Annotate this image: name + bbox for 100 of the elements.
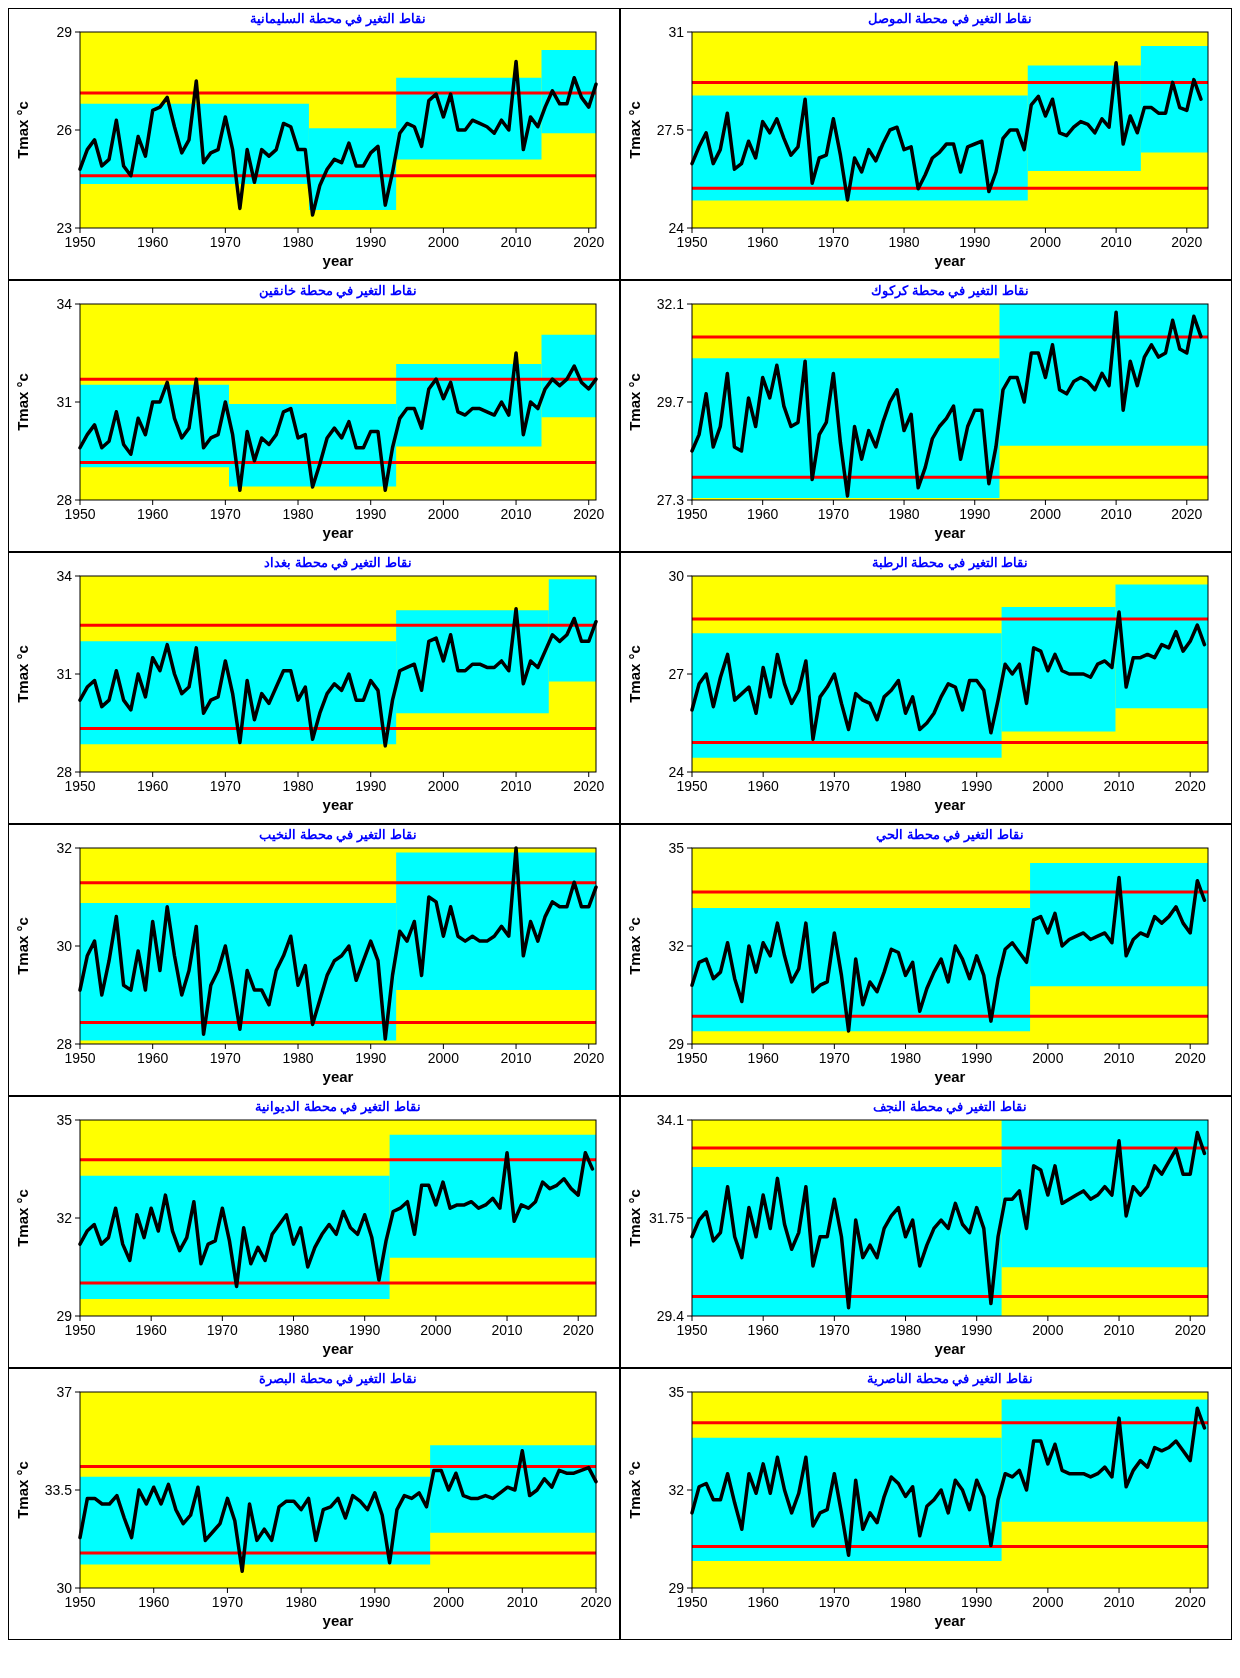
x-tick-label: 1970	[818, 778, 851, 794]
y-tick-label: 35	[668, 840, 685, 856]
y-tick-label: 29	[668, 1036, 685, 1052]
y-tick-label: 27.5	[656, 122, 685, 138]
y-tick-label: 34	[56, 568, 73, 584]
x-tick-label: 1970	[817, 506, 850, 522]
y-tick-label: 29	[56, 1308, 73, 1324]
x-tick-label: 2010	[500, 1050, 532, 1066]
x-tick-label: 1990	[359, 1594, 391, 1610]
x-tick-label: 2010	[1103, 1322, 1135, 1338]
y-tick-label: 30	[668, 568, 685, 584]
y-axis-title: Tmax °c	[626, 101, 643, 159]
x-tick-label: 2010	[1103, 1050, 1135, 1066]
x-tick-label: 1970	[817, 234, 850, 250]
x-axis-title: year	[322, 1612, 354, 1629]
y-axis-title: Tmax °c	[626, 917, 643, 975]
x-tick-label: 2010	[500, 506, 532, 522]
x-tick-label: 1970	[818, 1322, 851, 1338]
y-tick-label: 37	[56, 1384, 73, 1400]
x-tick-label: 1980	[282, 506, 314, 522]
x-tick-label: 2020	[1174, 1050, 1206, 1066]
chart-title: نقاط التغير في محطة النجف	[873, 1099, 1027, 1115]
x-tick-label: 2010	[1100, 506, 1132, 522]
x-tick-label: 1980	[889, 1594, 922, 1610]
x-tick-label: 1950	[676, 1594, 708, 1610]
x-axis-title: year	[934, 252, 966, 269]
x-axis-title: year	[322, 252, 354, 269]
x-tick-label: 1980	[888, 234, 920, 250]
x-tick-label: 2020	[573, 234, 605, 250]
x-axis-title: year	[934, 1068, 966, 1085]
x-tick-label: 1960	[137, 506, 169, 522]
chart-title: نقاط التغير في محطة البصرة	[259, 1371, 417, 1387]
y-tick-label: 24	[668, 764, 685, 780]
x-tick-label: 1970	[211, 1594, 244, 1610]
x-tick-label: 1980	[282, 778, 314, 794]
x-tick-label: 1990	[355, 1050, 387, 1066]
x-tick-label: 1960	[137, 234, 169, 250]
y-axis-title: Tmax °c	[626, 373, 643, 431]
x-tick-label: 1950	[676, 1322, 708, 1338]
y-tick-label: 27.3	[656, 492, 685, 508]
y-tick-label: 31	[668, 24, 685, 40]
x-tick-label: 1980	[282, 1050, 314, 1066]
y-tick-label: 35	[668, 1384, 685, 1400]
x-tick-label: 1950	[676, 234, 708, 250]
y-tick-label: 34.1	[656, 1112, 685, 1128]
x-tick-label: 2010	[1100, 234, 1132, 250]
chart-title: نقاط التغير في محطة النخيب	[259, 827, 417, 843]
x-tick-label: 2000	[420, 1322, 452, 1338]
x-tick-label: 1960	[137, 778, 169, 794]
line-series	[78, 846, 598, 1041]
x-tick-label: 2000	[1029, 506, 1062, 522]
x-tick-label: 2020	[573, 506, 605, 522]
x-tick-label: 1950	[64, 506, 96, 522]
x-tick-label: 2000	[427, 778, 460, 794]
y-axis-title: Tmax °c	[14, 1461, 31, 1519]
x-tick-label: 2000	[432, 1594, 465, 1610]
y-tick-label: 29	[668, 1580, 685, 1596]
x-tick-label: 2000	[1032, 1594, 1064, 1610]
x-tick-label: 2010	[1103, 1594, 1135, 1610]
x-axis-title: year	[322, 524, 354, 541]
x-tick-label: 2010	[500, 234, 532, 250]
x-tick-label: 2020	[562, 1322, 594, 1338]
chart-title: نقاط التغير في محطة الديوانية	[255, 1099, 421, 1115]
x-tick-label: 1990	[961, 1322, 993, 1338]
y-axis-title: Tmax °c	[14, 917, 31, 975]
x-axis-title: year	[322, 1068, 354, 1085]
y-tick-label: 29.7	[656, 394, 685, 410]
chart-title: نقاط التغير في محطة السليمانية	[250, 11, 426, 27]
chart-title: نقاط التغير في محطة خانقين	[259, 283, 417, 299]
y-axis-title: Tmax °c	[626, 1189, 643, 1247]
x-tick-label: 1960	[747, 234, 779, 250]
y-axis-title: Tmax °c	[14, 1189, 31, 1247]
x-tick-label: 1950	[64, 778, 96, 794]
x-tick-label: 1970	[206, 1322, 239, 1338]
x-tick-label: 1990	[961, 1594, 993, 1610]
x-tick-label: 1960	[747, 778, 779, 794]
x-tick-label: 1990	[959, 234, 991, 250]
y-tick-label: 32	[668, 1482, 685, 1498]
y-tick-label: 28	[56, 764, 73, 780]
y-axis-title: Tmax °c	[14, 645, 31, 703]
y-tick-label: 35	[56, 1112, 73, 1128]
y-tick-label: 23	[56, 220, 73, 236]
y-axis-title: Tmax °c	[14, 373, 31, 431]
chart-title: نقاط التغير في محطة كركوك	[871, 283, 1029, 299]
y-tick-label: 24	[668, 220, 685, 236]
x-tick-label: 1990	[355, 234, 387, 250]
y-tick-label: 32	[56, 840, 73, 856]
x-tick-label: 1950	[64, 1322, 96, 1338]
y-tick-label: 32	[56, 1210, 73, 1226]
y-tick-label: 29.4	[656, 1308, 685, 1324]
x-tick-label: 2000	[427, 506, 460, 522]
chart-title: نقاط التغير في محطة الحي	[876, 827, 1024, 843]
x-tick-label: 2020	[1174, 1322, 1206, 1338]
y-tick-label: 32.1	[656, 296, 685, 312]
x-tick-label: 1980	[285, 1594, 317, 1610]
chart-title: نقاط التغير في محطة الناصرية	[867, 1371, 1033, 1387]
x-tick-label: 2000	[1029, 234, 1062, 250]
x-tick-label: 2020	[1171, 234, 1203, 250]
y-tick-label: 34	[56, 296, 73, 312]
x-axis-title: year	[934, 1612, 966, 1629]
